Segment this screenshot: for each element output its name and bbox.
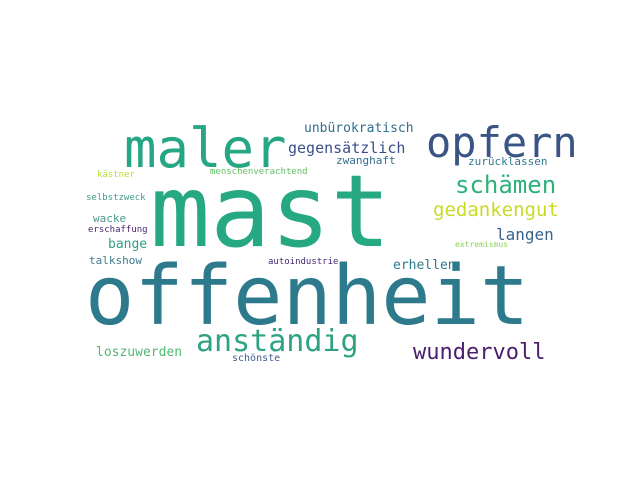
word-schamen: schämen: [455, 171, 556, 199]
word-opfern: opfern: [426, 118, 578, 167]
word-unburokratisch: unbürokratisch: [304, 121, 414, 136]
word-schonste: schönste: [232, 353, 280, 364]
word-bange: bange: [108, 237, 147, 252]
word-autoindustrie: autoindustrie: [268, 257, 338, 267]
word-gegensatzlich: gegensätzlich: [288, 139, 405, 157]
word-kastner: kästner: [97, 170, 136, 180]
word-wundervoll: wundervoll: [413, 340, 545, 365]
word-anstandig: anständig: [196, 324, 359, 359]
word-zwanghaft: zwanghaft: [336, 154, 396, 167]
word-talkshow: talkshow: [89, 254, 142, 267]
word-gedankengut: gedankengut: [433, 199, 559, 221]
word-selbstzweck: selbstzweck: [86, 193, 146, 203]
word-loszuwerden: loszuwerden: [96, 345, 182, 360]
word-extremismus: extremismus: [455, 240, 508, 249]
word-langen: langen: [496, 225, 554, 244]
word-zurucklassen: zurücklassen: [468, 155, 547, 168]
word-wacke: wacke: [93, 212, 126, 225]
word-maler: maler: [124, 117, 287, 180]
word-mast: mast: [150, 153, 391, 270]
word-erschaffung: erschaffung: [88, 225, 148, 235]
word-erhellen: erhellen: [393, 258, 456, 273]
word-menschenverachtend: menschenverachtend: [210, 167, 308, 177]
word-offenheit: offenheit: [85, 249, 529, 344]
